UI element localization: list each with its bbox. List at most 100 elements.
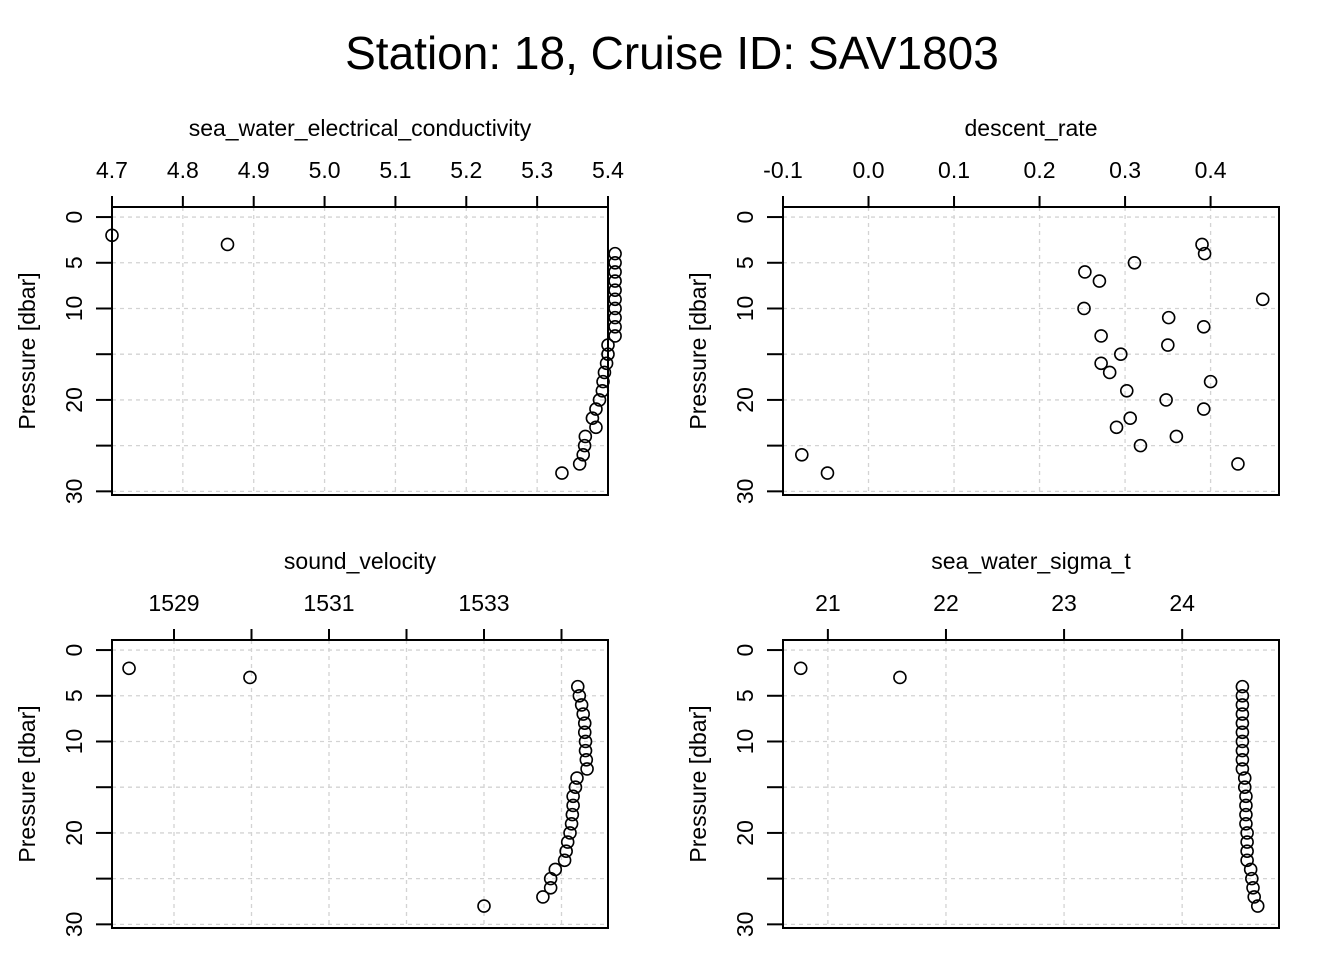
data-point [1237, 780, 1252, 795]
data-point [608, 283, 622, 298]
data-point [1250, 899, 1265, 913]
data-point [560, 835, 575, 849]
data-point [1119, 383, 1134, 398]
x-tick-label: 1533 [458, 590, 509, 616]
data-point [1123, 411, 1137, 426]
x-tick-label: 5.3 [521, 157, 553, 183]
data-point [1239, 807, 1253, 822]
data-point [243, 670, 257, 685]
y-tick-label: 20 [61, 820, 87, 846]
x-tick-label: 0.0 [853, 157, 885, 183]
y-tick-label: 0 [61, 644, 87, 657]
x-tick-label: 4.8 [167, 157, 199, 183]
y-tick-label: 0 [732, 211, 758, 224]
x-tick-label: -0.1 [763, 157, 803, 183]
data-point [580, 762, 594, 776]
data-point [1077, 301, 1091, 316]
data-point [572, 457, 587, 471]
x-tick-label: 5.4 [592, 157, 624, 183]
panel-title: sea_water_sigma_t [931, 548, 1131, 574]
data-point [1235, 725, 1250, 740]
data-point [608, 329, 622, 343]
data-point [1239, 798, 1253, 813]
data-point [1235, 762, 1250, 776]
x-tick-label: 4.9 [238, 157, 270, 183]
y-tick-label: 0 [732, 644, 758, 657]
data-point [1109, 420, 1124, 435]
data-point [536, 890, 550, 904]
data-point [608, 274, 622, 288]
data-point [599, 356, 614, 371]
data-point [1197, 246, 1212, 261]
data-point [579, 752, 594, 767]
x-tick-label: 0.2 [1024, 157, 1056, 183]
data-point [1240, 844, 1254, 859]
data-point [608, 265, 622, 279]
data-point [608, 255, 622, 270]
data-point [608, 246, 622, 261]
data-point [578, 734, 593, 749]
data-point [1237, 771, 1252, 785]
data-point [1240, 853, 1254, 868]
data-point [1231, 457, 1245, 471]
y-tick-label: 30 [61, 479, 87, 505]
data-point [1102, 365, 1117, 380]
x-tick-label: 0.3 [1109, 157, 1141, 183]
panel-0: sea_water_electrical_conductivity 4.7 4.8 4… [14, 115, 624, 504]
data-point [608, 292, 622, 307]
y-axis-label: Pressure [dbar] [14, 705, 40, 862]
data-point [1239, 816, 1253, 831]
data-point [555, 466, 569, 480]
data-point [793, 661, 808, 676]
data-point [1094, 329, 1108, 343]
data-point [1161, 338, 1175, 352]
x-tick-label: 24 [1169, 590, 1195, 616]
data-point [1113, 347, 1128, 362]
x-tick-label: 21 [815, 590, 841, 616]
x-tick-label: 4.7 [96, 157, 128, 183]
y-tick-label: 10 [61, 296, 87, 322]
y-axis-label: Pressure [dbar] [685, 705, 711, 862]
x-tick-label: 5.2 [450, 157, 482, 183]
data-point [1240, 826, 1254, 840]
x-tick-label: 5.1 [379, 157, 411, 183]
x-tick-label: 0.4 [1195, 157, 1227, 183]
data-point [1235, 743, 1250, 758]
y-tick-label: 5 [61, 256, 87, 269]
data-point [563, 826, 577, 840]
data-point [589, 402, 603, 416]
y-tick-label: 20 [732, 820, 758, 846]
data-point [566, 798, 580, 813]
data-point [1235, 752, 1250, 767]
data-point [1196, 402, 1211, 416]
y-tick-label: 20 [732, 387, 758, 413]
data-point [559, 844, 573, 859]
data-point [566, 789, 580, 804]
y-tick-label: 10 [61, 729, 87, 755]
y-axis-label: Pressure [dbar] [14, 272, 40, 429]
data-point [820, 466, 835, 480]
plot-frame [111, 206, 609, 496]
data-point [1245, 871, 1259, 886]
data-point [572, 688, 587, 703]
panel-title: descent_rate [965, 115, 1098, 141]
data-point [568, 780, 583, 795]
y-tick-label: 10 [732, 729, 758, 755]
x-tick-label: 1529 [148, 590, 199, 616]
data-point [1195, 237, 1209, 252]
data-point [543, 880, 558, 895]
data-point [608, 301, 622, 316]
plot-frame [782, 206, 1280, 496]
data-point [578, 743, 593, 758]
data-point [795, 447, 809, 462]
y-tick-label: 30 [61, 912, 87, 938]
x-tick-label: 1531 [303, 590, 354, 616]
data-point [574, 698, 589, 712]
data-point [608, 310, 622, 325]
x-tick-label: 0.1 [938, 157, 970, 183]
data-point [1239, 789, 1253, 804]
data-point [577, 725, 592, 740]
data-point [1247, 890, 1261, 904]
data-point [1235, 679, 1250, 694]
data-point [1203, 374, 1218, 389]
